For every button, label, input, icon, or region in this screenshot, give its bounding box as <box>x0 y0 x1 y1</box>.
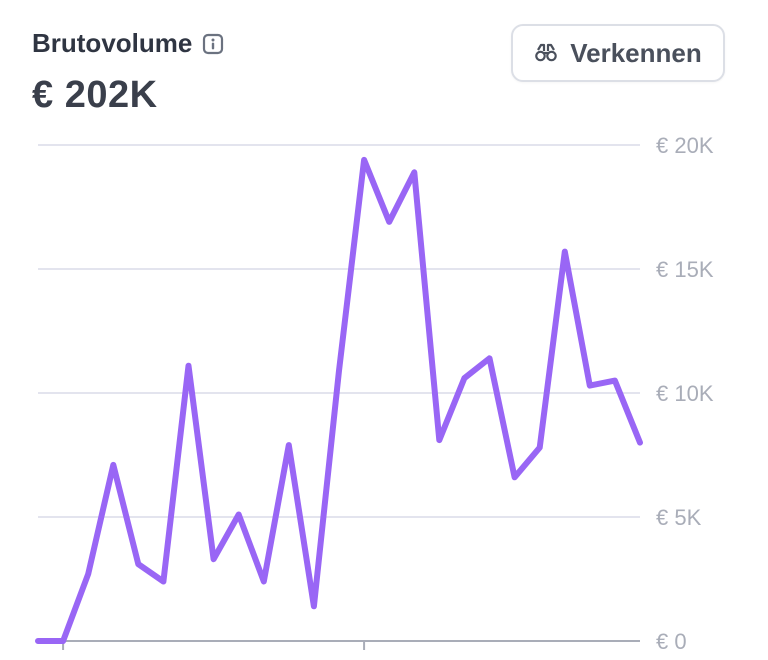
x-axis <box>62 641 366 650</box>
series-line <box>35 156 643 644</box>
y-tick-label: € 15K <box>656 257 714 282</box>
explore-button-label: Verkennen <box>570 37 702 68</box>
series-layer <box>35 156 643 644</box>
info-icon[interactable] <box>202 33 224 55</box>
binoculars-icon <box>534 41 558 65</box>
y-tick-label: € 20K <box>656 133 714 158</box>
y-axis-labels: € 0 € 5K € 10K € 15K € 20K <box>656 133 714 654</box>
explore-button[interactable]: Verkennen <box>511 24 725 82</box>
y-tick-label: € 5K <box>656 505 702 530</box>
chart-header: Brutovolume <box>32 28 224 59</box>
y-tick-label: € 10K <box>656 381 714 406</box>
chart-title: Brutovolume <box>32 28 193 58</box>
total-value: € 202K <box>32 74 158 116</box>
y-tick-label: € 0 <box>656 629 687 654</box>
